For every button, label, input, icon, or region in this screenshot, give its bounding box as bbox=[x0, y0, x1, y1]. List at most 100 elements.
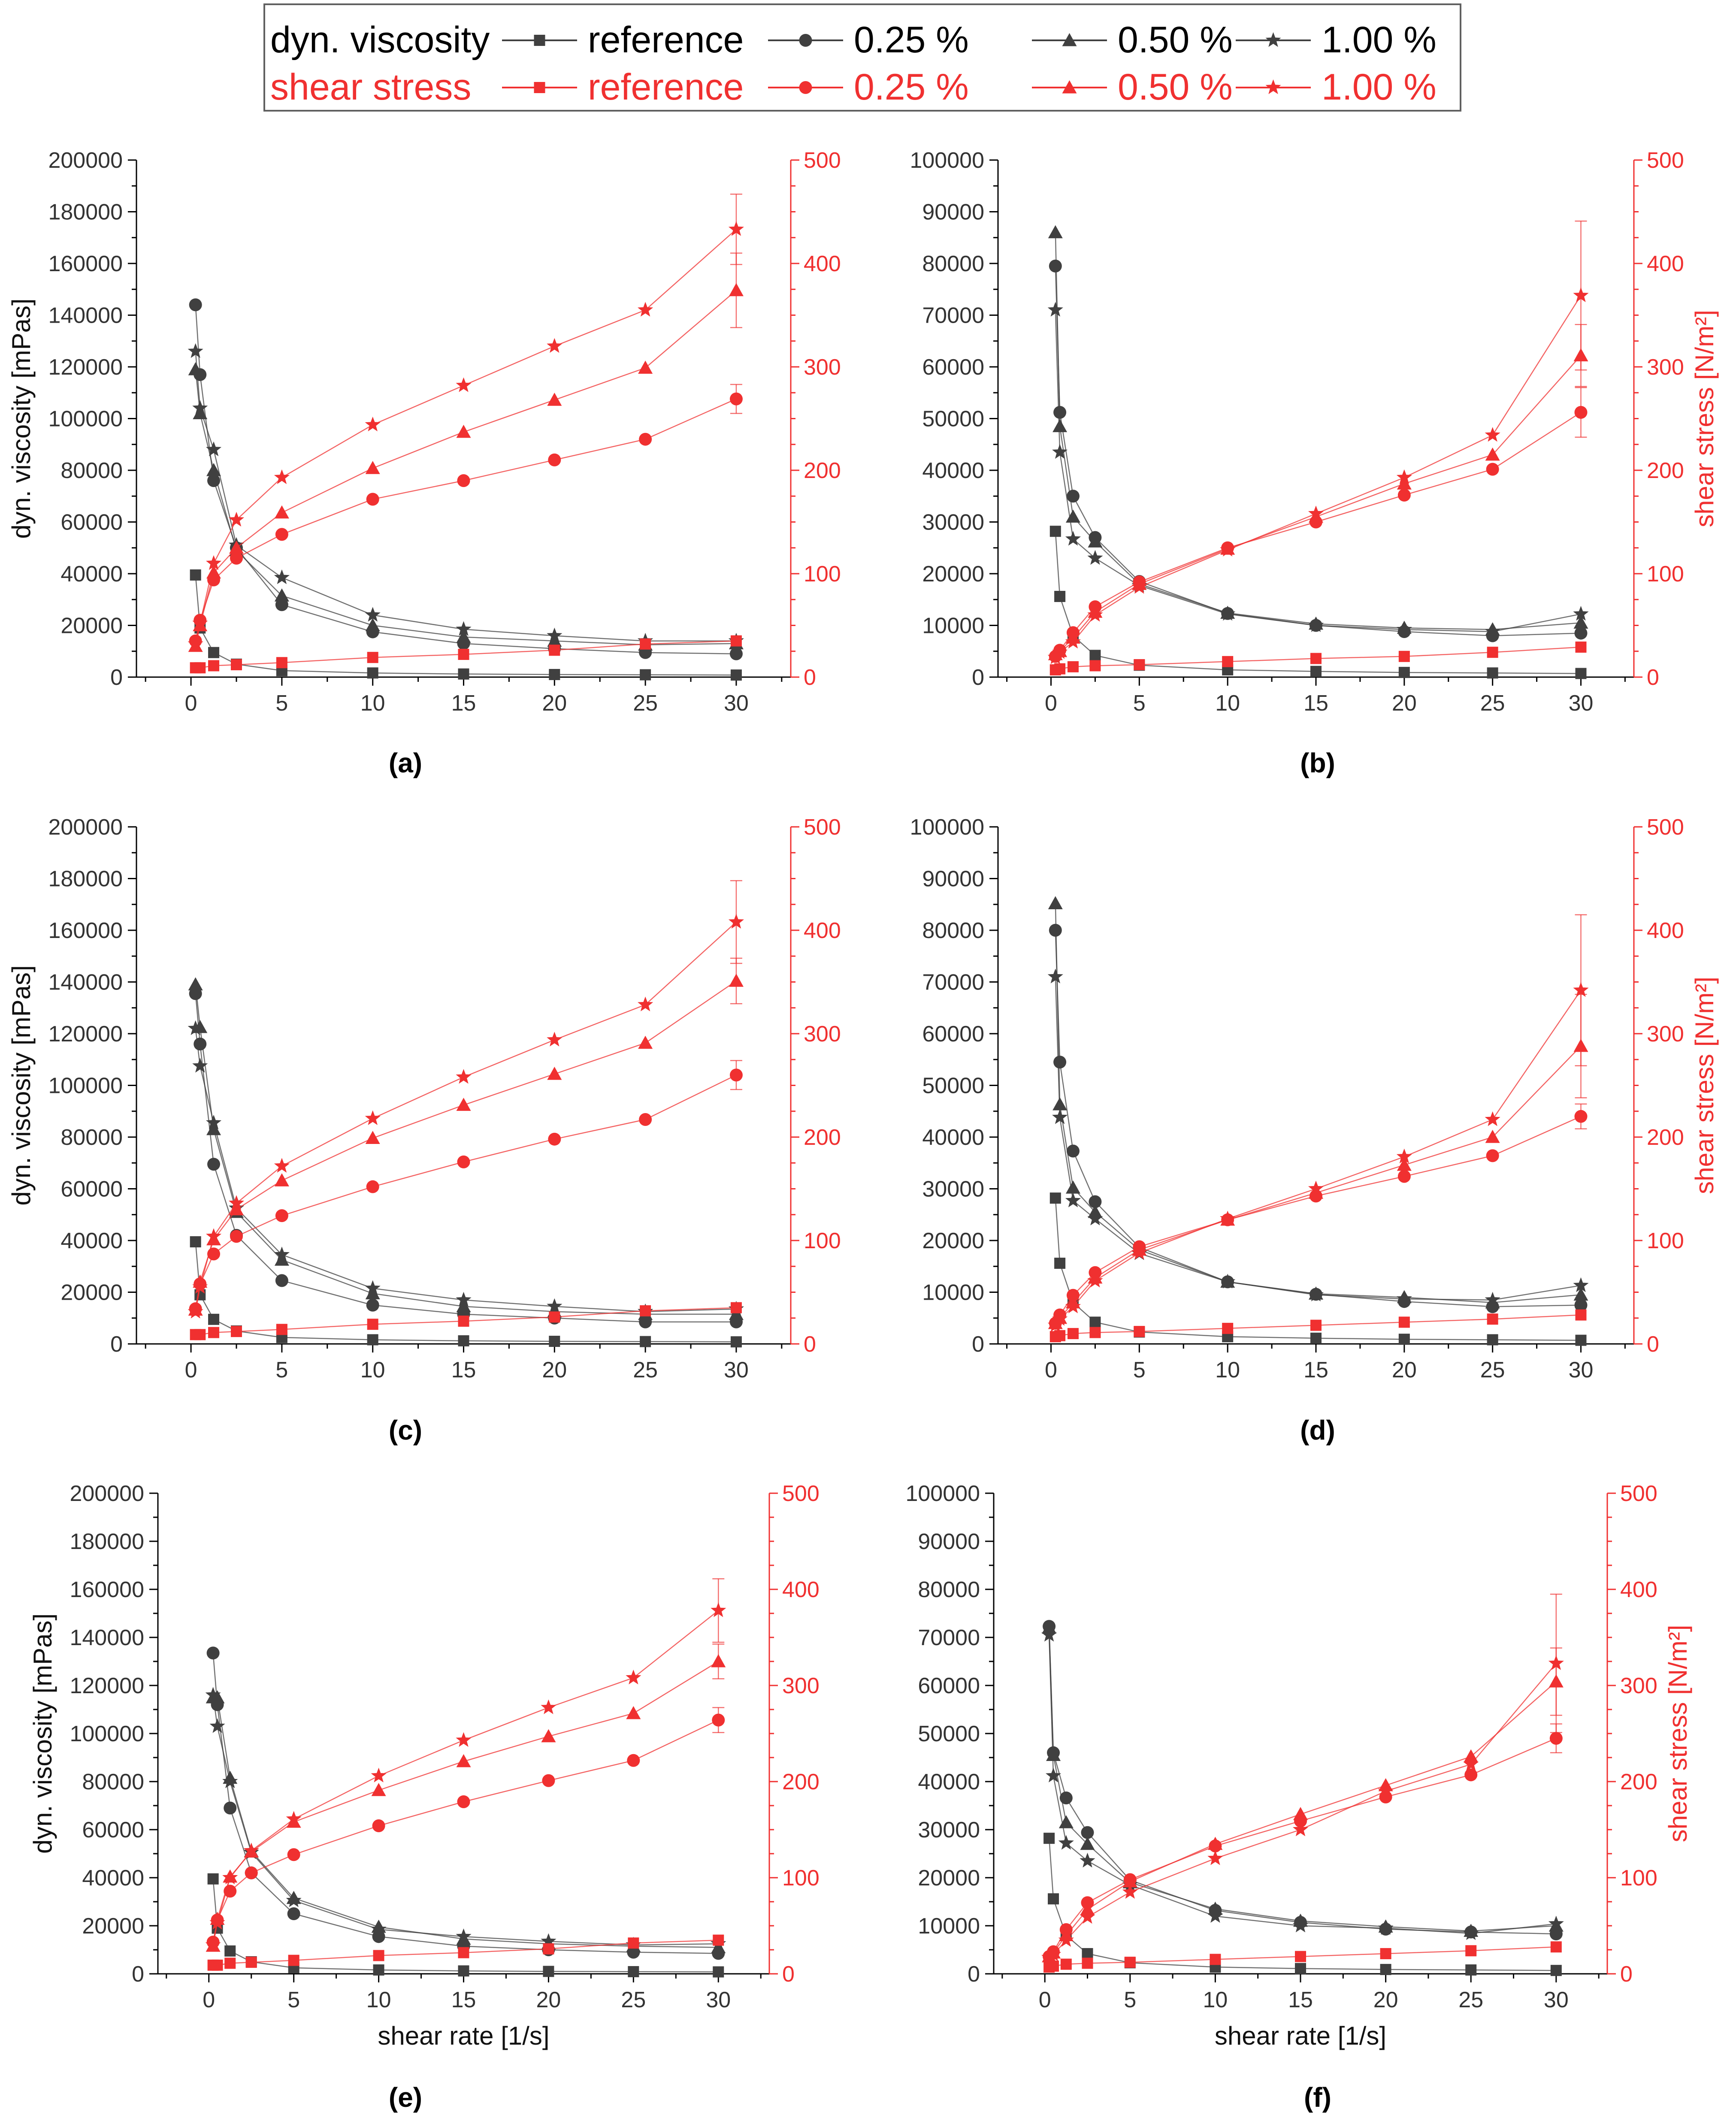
stress-point-0-25 bbox=[457, 1795, 470, 1809]
viscosity-point-0-50 bbox=[1065, 509, 1080, 523]
y-tick-label: 0 bbox=[972, 665, 984, 690]
stress-point-0-50 bbox=[547, 1066, 562, 1080]
y2-tick-label: 100 bbox=[782, 1866, 820, 1891]
stress-point-0-25 bbox=[1486, 1149, 1499, 1162]
stress-series-reference bbox=[1049, 1309, 1587, 1343]
legend-label-stress-reference: reference bbox=[588, 67, 744, 108]
stress-point-1-00 bbox=[243, 1843, 259, 1858]
x-tick-label: 25 bbox=[1458, 1988, 1483, 2012]
viscosity-point-0-25 bbox=[224, 1801, 237, 1815]
stress-line-1-00 bbox=[195, 921, 737, 1312]
panel-caption-c: (c) bbox=[389, 1415, 422, 1446]
viscosity-point-reference bbox=[1487, 667, 1498, 679]
viscosity-point-reference bbox=[1054, 1258, 1066, 1269]
viscosity-point-0-50 bbox=[456, 629, 471, 643]
viscosity-point-reference bbox=[1310, 666, 1322, 677]
stress-series-1-00 bbox=[188, 914, 744, 1319]
y-tick-label: 40000 bbox=[82, 1866, 144, 1891]
stress-point-reference bbox=[1398, 651, 1410, 662]
viscosity-point-reference bbox=[1398, 1334, 1410, 1345]
viscosity-line-1-00 bbox=[195, 1028, 736, 1312]
stress-point-reference bbox=[640, 638, 651, 650]
stress-point-reference bbox=[367, 1319, 378, 1330]
stress-point-1-00 bbox=[1052, 644, 1068, 659]
panel-caption-e: (e) bbox=[389, 2082, 422, 2113]
stress-point-1-00 bbox=[1207, 1850, 1223, 1865]
viscosity-point-1-00 bbox=[1308, 617, 1324, 632]
viscosity-point-1-00 bbox=[1485, 1292, 1500, 1307]
viscosity-point-reference bbox=[1487, 1334, 1498, 1346]
x-tick-label: 25 bbox=[633, 1358, 658, 1383]
stress-point-1-00 bbox=[1573, 287, 1589, 303]
stress-line-1-00 bbox=[195, 229, 737, 644]
y-tick-label: 80000 bbox=[922, 251, 984, 276]
y2-tick-label: 300 bbox=[1647, 355, 1684, 380]
viscosity-series-1-00 bbox=[205, 1687, 726, 1952]
y-tick-label: 60000 bbox=[60, 510, 123, 535]
stress-point-0-25 bbox=[542, 1774, 555, 1787]
viscosity-point-1-00 bbox=[1058, 1835, 1074, 1850]
x-tick-label: 30 bbox=[724, 691, 749, 716]
viscosity-point-1-00 bbox=[1052, 444, 1068, 459]
viscosity-point-reference bbox=[1082, 1948, 1093, 1959]
viscosity-line-0-50 bbox=[195, 984, 736, 1315]
stress-point-reference bbox=[1380, 1948, 1391, 1959]
stress-point-0-25 bbox=[639, 1113, 652, 1126]
legend-label-stress-1-00: 1.00 % bbox=[1322, 67, 1437, 108]
y-tick-label: 10000 bbox=[918, 1914, 980, 1939]
x-tick-label: 10 bbox=[360, 691, 385, 716]
stress-point-reference bbox=[628, 1937, 639, 1949]
viscosity-point-0-50 bbox=[206, 463, 221, 476]
viscosity-point-0-25 bbox=[366, 1298, 379, 1312]
stress-point-0-25 bbox=[372, 1819, 385, 1833]
y-tick-label: 70000 bbox=[922, 970, 984, 995]
viscosity-point-0-25 bbox=[1049, 260, 1062, 273]
stress-point-reference bbox=[1089, 1327, 1101, 1338]
y-tick-label: 50000 bbox=[922, 407, 984, 432]
y-tick-label: 200000 bbox=[70, 1481, 144, 1506]
stress-point-0-25 bbox=[627, 1754, 640, 1767]
stress-point-reference bbox=[1487, 647, 1498, 658]
stress-line-reference bbox=[195, 640, 736, 669]
viscosity-series-reference bbox=[190, 1236, 742, 1348]
y-tick-label: 70000 bbox=[922, 303, 984, 328]
viscosity-point-reference bbox=[1049, 526, 1061, 537]
x-tick-label: 30 bbox=[724, 1358, 749, 1383]
viscosity-series-0-50 bbox=[1048, 896, 1588, 1309]
stress-point-1-00 bbox=[1463, 1756, 1479, 1771]
stress-point-1-00 bbox=[547, 338, 563, 353]
stress-point-1-00 bbox=[1080, 1909, 1095, 1924]
y-tick-label: 40000 bbox=[922, 458, 984, 483]
stress-point-1-00 bbox=[1308, 1180, 1324, 1195]
viscosity-point-reference bbox=[730, 669, 742, 681]
viscosity-point-0-50 bbox=[1573, 615, 1588, 629]
legend-frame bbox=[263, 3, 1461, 112]
viscosity-point-1-00 bbox=[192, 1058, 208, 1073]
y2-tick-label: 100 bbox=[1647, 562, 1684, 587]
stress-point-reference bbox=[276, 1324, 287, 1335]
viscosity-point-0-50 bbox=[365, 618, 380, 632]
stress-point-0-50 bbox=[229, 540, 244, 554]
viscosity-point-0-25 bbox=[275, 1274, 288, 1287]
legend-marker-stress-reference bbox=[534, 82, 545, 93]
viscosity-line-0-50 bbox=[195, 369, 736, 645]
stress-point-reference bbox=[1054, 663, 1066, 675]
viscosity-point-1-00 bbox=[365, 607, 381, 622]
y-tick-label: 80000 bbox=[82, 1770, 144, 1794]
y2-tick-label: 200 bbox=[804, 1125, 841, 1150]
stress-point-1-00 bbox=[222, 1870, 238, 1885]
y2-tick-label: 0 bbox=[804, 1332, 816, 1357]
stress-point-0-25 bbox=[729, 392, 743, 405]
stress-point-0-25 bbox=[230, 1230, 243, 1243]
viscosity-point-1-00 bbox=[1396, 621, 1412, 636]
y-tick-label: 50000 bbox=[922, 1074, 984, 1098]
x-tick-label: 10 bbox=[360, 1358, 385, 1383]
stress-point-1-00 bbox=[371, 1767, 387, 1782]
stress-series-reference bbox=[190, 1302, 742, 1340]
viscosity-point-1-00 bbox=[206, 441, 222, 457]
x-tick-label: 20 bbox=[536, 1988, 561, 2012]
stress-series-1-00 bbox=[1041, 1655, 1564, 1964]
y-tick-label: 80000 bbox=[922, 918, 984, 943]
y-tick-label: 0 bbox=[132, 1962, 144, 1987]
stress-point-1-00 bbox=[274, 1158, 290, 1173]
